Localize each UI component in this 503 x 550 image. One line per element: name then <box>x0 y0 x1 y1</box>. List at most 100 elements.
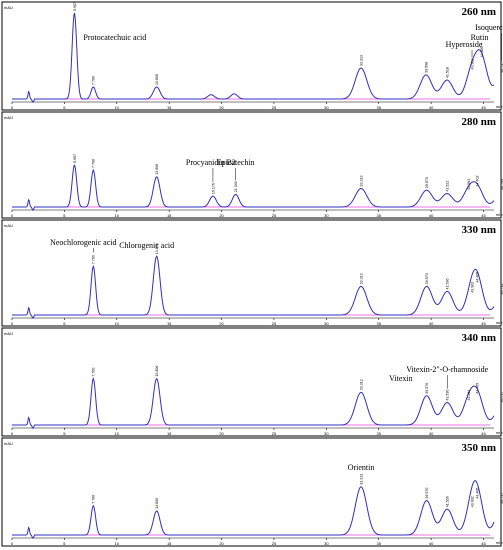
x-unit-label: min <box>496 540 502 545</box>
x-tick-label: 5 <box>63 321 66 326</box>
compound-label: Chlorogenic acid <box>119 241 174 250</box>
x-tick-label: 35 <box>377 213 382 218</box>
panel-frame <box>1 111 502 219</box>
y-unit-label: mAU <box>4 223 13 228</box>
x-unit-label: min <box>496 430 502 435</box>
y-unit-label: mAU <box>4 441 13 446</box>
compound-label: Rutin <box>471 33 489 42</box>
x-unit-label: min <box>496 212 502 217</box>
x-tick-label: 20 <box>219 321 224 326</box>
peak-retention-label: 46.717 <box>500 493 503 504</box>
peak-retention-label: 33.313 <box>360 273 364 284</box>
panel-frame <box>1 437 502 547</box>
peak-retention-label: 7.760 <box>92 495 96 504</box>
peak-retention-label: 41.536 <box>446 279 450 290</box>
chromatogram-trace <box>12 480 495 539</box>
x-tick-label: 30 <box>324 213 329 218</box>
peak-retention-label: 7.760 <box>92 255 96 264</box>
y-unit-label: mAU <box>4 5 13 10</box>
peak-retention-label: 13.806 <box>155 243 159 254</box>
chromatogram-panel-4: 0 5 10 15 20 25 30 35 40 45 min mAU 7.760 13.806 33.31… <box>1 437 503 547</box>
x-tick-label: 5 <box>63 105 66 110</box>
wavelength-title: 340 nm <box>461 332 496 344</box>
x-tick-label: 35 <box>377 431 382 436</box>
peak-retention-label: 19.176 <box>211 183 215 194</box>
x-tick-label: 45 <box>481 105 486 110</box>
x-tick-label: 0 <box>11 105 14 110</box>
x-unit-label: min <box>496 320 502 325</box>
x-tick-label: 35 <box>377 541 382 546</box>
compound-label: Epicatechin <box>217 158 255 167</box>
x-tick-label: 25 <box>272 105 277 110</box>
y-unit-label: mAU <box>4 331 13 336</box>
peak-retention-label: 13.806 <box>155 164 159 175</box>
x-tick-label: 20 <box>219 105 224 110</box>
x-tick-label: 35 <box>377 321 382 326</box>
peak-retention-label: 33.313 <box>360 55 364 66</box>
peak-retention-label: 41.522 <box>446 181 450 192</box>
x-tick-label: 0 <box>11 541 14 546</box>
x-tick-label: 45 <box>481 541 486 546</box>
x-tick-label: 0 <box>11 213 14 218</box>
x-tick-label: 40 <box>429 213 434 218</box>
x-tick-label: 10 <box>115 541 120 546</box>
chromatogram-trace <box>12 377 495 429</box>
x-tick-label: 15 <box>167 321 172 326</box>
x-tick-label: 40 <box>429 431 434 436</box>
peak-retention-label: 39.570 <box>425 273 429 284</box>
peak-retention-label: 43.564 <box>467 390 471 401</box>
peak-retention-label: 41.536 <box>446 390 450 401</box>
peak-retention-label: 41.518 <box>445 67 449 78</box>
x-tick-label: 25 <box>272 431 277 436</box>
peak-retention-label: 33.312 <box>360 379 364 390</box>
x-tick-label: 40 <box>429 105 434 110</box>
panel-frame <box>1 327 502 437</box>
compound-label: Isoquercitrin <box>475 23 503 32</box>
x-unit-label: min <box>496 104 502 109</box>
x-tick-label: 5 <box>63 541 66 546</box>
x-tick-label: 30 <box>324 541 329 546</box>
x-tick-label: 10 <box>115 321 120 326</box>
x-tick-label: 25 <box>272 213 277 218</box>
wavelength-title: 330 nm <box>461 224 496 236</box>
peak-retention-label: 44.405 <box>476 272 480 283</box>
compound-label: Vitexin-2″-O-rhamnoside <box>406 365 488 374</box>
chromatogram-panel-3: 0 5 10 15 20 25 30 35 40 45 min mAU 7.760 13.806 33.31… <box>1 327 503 437</box>
peak-retention-label: 44.405 <box>476 488 480 499</box>
peak-retention-label: 33.313 <box>360 176 364 187</box>
x-tick-label: 45 <box>481 213 486 218</box>
x-tick-label: 0 <box>11 321 14 326</box>
compound-label: Procyanidin B2 <box>186 158 236 167</box>
peak-retention-label: 46.717 <box>500 62 503 73</box>
x-tick-label: 10 <box>115 431 120 436</box>
peak-retention-label: 21.346 <box>234 181 238 192</box>
peak-retention-label: 7.760 <box>92 76 96 85</box>
x-tick-label: 35 <box>377 105 382 110</box>
wavelength-title: 350 nm <box>461 442 496 454</box>
peak-retention-label: 43.902 <box>470 282 474 293</box>
peak-retention-label: 13.806 <box>155 498 159 509</box>
peak-retention-label: 44.405 <box>476 383 480 394</box>
chromatogram-panel-2: 0 5 10 15 20 25 30 35 40 45 min mAU 7.760 Neochloroge… <box>1 219 503 327</box>
peak-retention-label: 13.806 <box>155 74 159 85</box>
x-tick-label: 20 <box>219 541 224 546</box>
wavelength-title: 280 nm <box>461 116 496 128</box>
chromatogram-trace <box>12 11 495 103</box>
x-tick-label: 25 <box>272 541 277 546</box>
x-tick-label: 30 <box>324 431 329 436</box>
wavelength-title: 260 nm <box>461 6 496 18</box>
x-tick-label: 25 <box>272 321 277 326</box>
peak-retention-label: 39.570 <box>425 488 429 499</box>
x-tick-label: 20 <box>219 213 224 218</box>
x-tick-label: 5 <box>63 213 66 218</box>
peak-retention-label: 39.570 <box>425 383 429 394</box>
x-tick-label: 15 <box>167 213 172 218</box>
y-unit-label: mAU <box>4 115 13 120</box>
x-tick-label: 45 <box>481 431 486 436</box>
x-tick-label: 15 <box>167 105 172 110</box>
chromatogram-trace <box>12 255 495 319</box>
x-tick-label: 10 <box>115 213 120 218</box>
x-tick-label: 15 <box>167 541 172 546</box>
peak-retention-label: 43.902 <box>470 496 474 507</box>
